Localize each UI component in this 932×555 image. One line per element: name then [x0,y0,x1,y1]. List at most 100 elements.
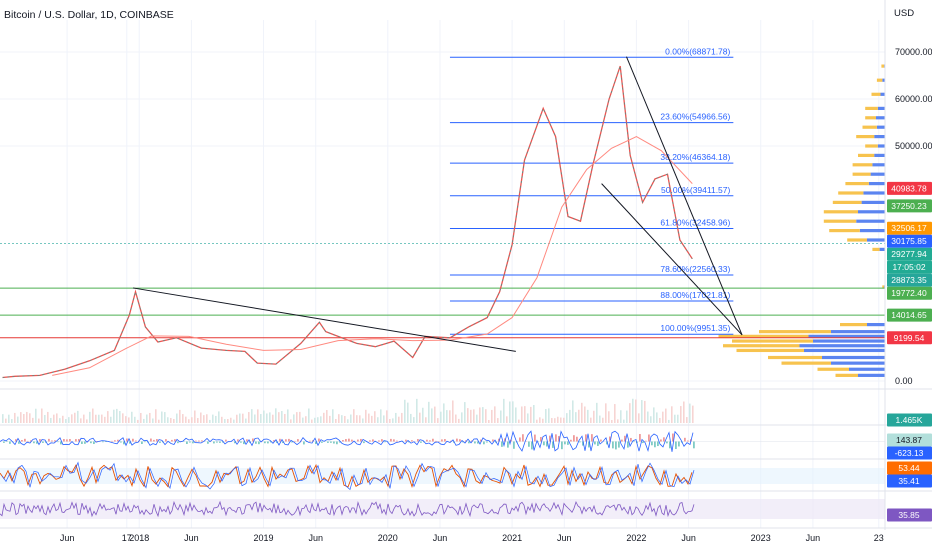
price-badge-label: 28873.35 [891,275,927,285]
horizontal-levels[interactable] [0,243,885,337]
macd-histogram-bar [573,435,575,441]
macd-histogram-bar [159,442,161,443]
macd-histogram-bar [519,437,521,441]
volume-bar [110,417,112,423]
volume-pane [2,399,694,423]
volume-bar [485,409,487,423]
macd-histogram-bar [54,440,56,441]
volume-bar [368,414,370,423]
fib-level-label: 23.60%(54966.56) [660,112,730,122]
volume-bar [59,418,61,423]
pane-badge-label: 35.41 [898,476,920,486]
volume-profile-bar [847,238,867,241]
volume-bar [41,409,43,423]
macd-histogram-bar [318,439,320,442]
volume-bar [506,416,508,423]
macd-histogram-bar [9,442,11,444]
volume-bar [254,414,256,423]
volume-bar [542,419,544,423]
volume-bar [272,415,274,423]
volume-bar [623,420,625,423]
volume-bar [497,418,499,423]
volume-bar [62,416,64,423]
macd-histogram-bar [198,441,200,442]
volume-bar [656,412,658,423]
volume-bar [242,414,244,423]
volume-bar [44,415,46,423]
macd-histogram-bar [513,442,515,449]
volume-profile-bar [759,330,831,333]
macd-histogram-bar [555,434,557,441]
volume-bar [665,409,667,423]
macd-histogram-bar [33,442,35,444]
volume-bar [29,413,31,423]
volume-bar [413,417,415,423]
macd-histogram-bar [411,440,413,441]
volume-bar [80,418,82,423]
volume-bar [281,411,283,423]
macd-histogram-bar [396,441,398,442]
volume-bar [248,412,250,423]
volume-bar [425,417,427,423]
macd-histogram-bar [363,442,365,444]
volume-bar [533,405,535,423]
volume-bar [122,413,124,423]
price-series-line [3,66,693,377]
volume-bar [89,412,91,423]
volume-bar [527,413,529,423]
macd-histogram-bar [21,440,23,441]
volume-bar [287,409,289,423]
volume-bar [83,415,85,423]
macd-histogram-bar [456,439,458,442]
volume-bar [38,419,40,423]
macd-histogram-bar [177,442,179,444]
fibonacci-retracement[interactable]: 0.00%(68871.78)23.60%(54966.56)38.20%(46… [450,46,733,334]
volume-bar [218,411,220,423]
macd-histogram-bar [459,439,461,441]
volume-profile-bar [737,349,805,352]
volume-bar [611,420,613,423]
volume-bar [74,413,76,423]
macd-histogram-bar [195,441,197,442]
volume-bar [512,401,514,423]
volume-bar [452,400,454,423]
volume-bar [179,410,181,423]
volume-profile-bar [829,229,860,232]
volume-profile-bar [865,107,878,110]
volume-bar [131,412,133,423]
volume-bar [158,420,160,423]
trendlines[interactable] [133,57,742,352]
volume-bar [338,414,340,423]
macd-histogram-bar [522,434,524,441]
macd-histogram-bar [483,442,485,445]
volume-bar [380,409,382,423]
price-badge-label: 9199.54 [894,333,925,343]
volume-bar [416,399,418,423]
volume-bar [53,415,55,423]
macd-histogram-bar [24,439,26,442]
macd-histogram-bar [153,440,155,442]
macd-histogram-bar [621,440,623,442]
volume-bar [476,415,478,423]
time-tick-label: Jun [806,533,821,543]
macd-histogram-bar [393,439,395,441]
stoch-pane [0,463,885,490]
macd-histogram-bar [294,441,296,442]
volume-bar [197,418,199,423]
time-tick-label: Jun [557,533,572,543]
volume-profile-bar [818,368,850,371]
volume-bar [560,418,562,423]
volume-bar [362,418,364,423]
macd-histogram-bar [255,442,257,444]
macd-histogram-bar [342,440,344,441]
time-tick-label: 2022 [626,533,646,543]
volume-bar [644,401,646,423]
macd-histogram-bar [102,442,104,443]
macd-histogram-bar [132,439,134,442]
volume-bar [365,410,367,423]
volume-bar [176,414,178,423]
